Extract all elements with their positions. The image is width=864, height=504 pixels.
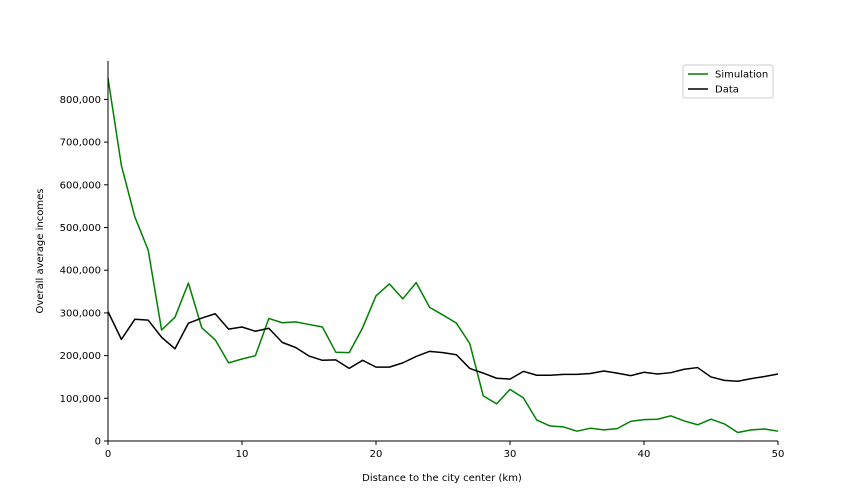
legend-label-data: Data: [715, 85, 739, 96]
y-tick-label: 200,000: [60, 351, 101, 362]
legend-label-simulation: Simulation: [715, 70, 768, 81]
x-axis: 0 10 20 30 40 50: [105, 441, 785, 460]
x-axis-label: Distance to the city center (km): [362, 473, 522, 484]
y-tick-label: 500,000: [60, 223, 101, 234]
x-tick-label: 0: [105, 449, 111, 460]
series-line-simulation: [108, 78, 778, 432]
y-axis: 0 100,000 200,000 300,000 400,000 500,000 600,…: [60, 61, 108, 448]
y-tick-label: 400,000: [60, 266, 101, 277]
series-line-data: [108, 312, 778, 382]
y-tick-label: 600,000: [60, 180, 101, 191]
y-tick-label: 300,000: [60, 308, 101, 319]
plot-area: [108, 78, 778, 432]
x-tick-label: 20: [370, 449, 383, 460]
y-tick-label: 100,000: [60, 394, 101, 405]
legend: Simulation Data: [683, 65, 773, 98]
x-tick-label: 10: [236, 449, 249, 460]
y-tick-label: 0: [95, 437, 101, 448]
y-axis-label: Overall average incomes: [35, 189, 46, 314]
y-tick-label: 700,000: [60, 138, 101, 149]
x-tick-label: 50: [772, 449, 785, 460]
y-tick-label: 800,000: [60, 95, 101, 106]
x-tick-label: 40: [638, 449, 651, 460]
x-tick-label: 30: [504, 449, 517, 460]
